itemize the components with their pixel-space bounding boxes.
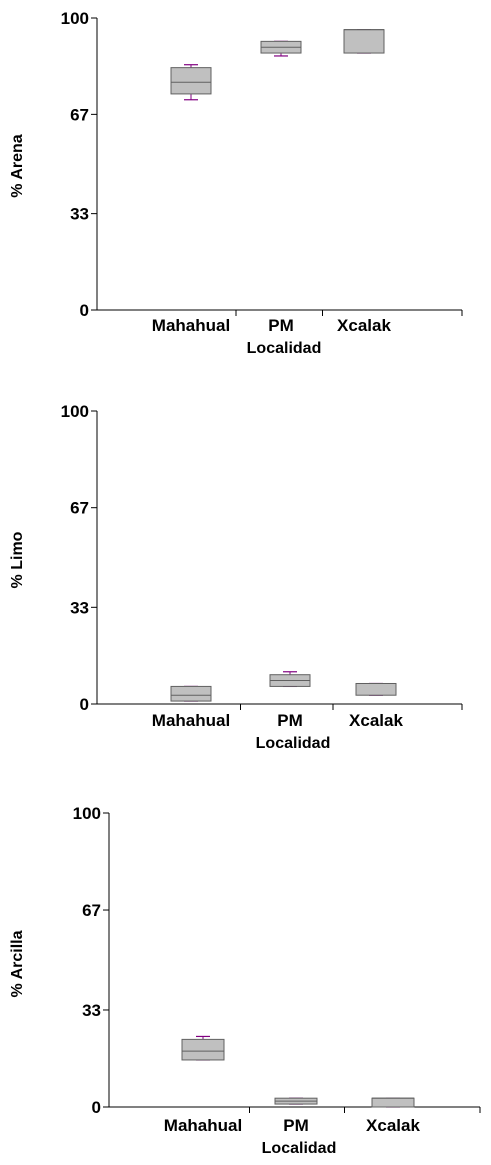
box-plot-xcalak xyxy=(343,29,385,54)
x-category-label: PM xyxy=(283,1116,309,1135)
x-category-label: Mahahual xyxy=(164,1116,242,1135)
x-axis-title: Localidad xyxy=(247,340,322,357)
box-iqr xyxy=(170,67,212,95)
box-plot-xcalak xyxy=(355,682,397,696)
y-axis-title: % Arena xyxy=(9,134,26,198)
box-plot-pm xyxy=(260,40,302,57)
y-tick-label: 100 xyxy=(73,804,101,823)
box-iqr xyxy=(181,1038,225,1061)
y-axis-title: % Arcilla xyxy=(9,930,26,997)
box-plot-xcalak xyxy=(371,1097,415,1108)
chart-panel: 0 33 67 100 Mahahual PM Xcalak Localidad % Arcil… xyxy=(9,804,481,1157)
y-tick-label: 33 xyxy=(70,598,89,617)
y-tick-label: 33 xyxy=(82,1001,101,1020)
box-iqr xyxy=(371,1097,415,1108)
y-tick-label: 67 xyxy=(70,105,89,124)
x-category-label: Xcalak xyxy=(349,711,403,730)
y-tick-label: 0 xyxy=(80,301,89,320)
x-axis-title: Localidad xyxy=(256,735,331,752)
x-category-label: Xcalak xyxy=(366,1116,420,1135)
box-iqr xyxy=(170,685,212,702)
y-axis-title: % Limo xyxy=(9,531,26,588)
x-category-label: Mahahual xyxy=(152,711,230,730)
x-category-label: Xcalak xyxy=(337,316,391,335)
x-category-label: PM xyxy=(277,711,303,730)
chart-panel: 0 33 67 100 Mahahual PM Xcalak Localidad % Arena xyxy=(9,9,463,357)
box-plot-mahahual xyxy=(170,64,212,101)
y-tick-label: 33 xyxy=(70,205,89,224)
x-category-label: Mahahual xyxy=(152,316,230,335)
y-tick-label: 100 xyxy=(61,402,89,421)
box-iqr xyxy=(343,29,385,54)
y-tick-label: 67 xyxy=(70,499,89,518)
y-tick-label: 67 xyxy=(82,901,101,920)
y-tick-label: 0 xyxy=(80,695,89,714)
box-plot-pm xyxy=(274,1097,318,1105)
chart-panel: 0 33 67 100 Mahahual PM Xcalak Localidad % Limo xyxy=(9,402,463,752)
x-category-label: PM xyxy=(268,316,294,335)
box-plot-pm xyxy=(269,671,311,688)
box-iqr xyxy=(355,682,397,696)
x-axis-title: Localidad xyxy=(262,1140,337,1157)
y-tick-label: 0 xyxy=(92,1098,101,1117)
y-tick-label: 100 xyxy=(61,9,89,28)
box-plot-mahahual xyxy=(181,1035,225,1061)
box-plot-mahahual xyxy=(170,685,212,702)
